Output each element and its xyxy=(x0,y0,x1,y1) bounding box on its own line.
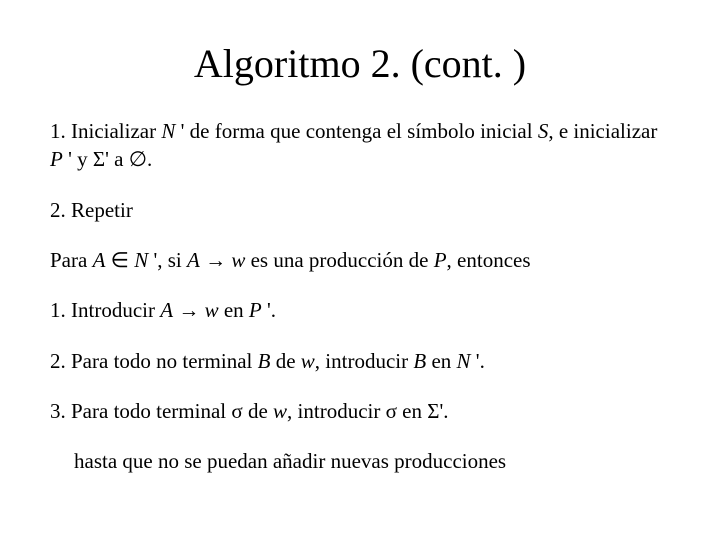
text: en xyxy=(426,349,456,373)
text: '. xyxy=(471,349,485,373)
text: ' de forma que contenga el símbolo inici… xyxy=(175,119,537,143)
var-P: P xyxy=(249,298,262,322)
text: → xyxy=(200,248,232,272)
var-N: N xyxy=(134,248,148,272)
var-w: w xyxy=(231,248,245,272)
step-1: 1. Inicializar N ' de forma que contenga… xyxy=(50,117,670,174)
var-P: P xyxy=(50,147,63,171)
text: 1. Inicializar xyxy=(50,119,161,143)
var-N: N xyxy=(161,119,175,143)
text: 1. Introducir xyxy=(50,298,160,322)
var-B: B xyxy=(413,349,426,373)
var-w: w xyxy=(273,399,287,423)
step-2: 2. Repetir xyxy=(50,196,670,224)
until-clause: hasta que no se puedan añadir nuevas pro… xyxy=(74,447,670,475)
text: → xyxy=(173,298,205,322)
slide: Algoritmo 2. (cont. ) 1. Inicializar N '… xyxy=(0,0,720,540)
var-A: A xyxy=(187,248,200,272)
substep-1: 1. Introducir A → w en P '. xyxy=(50,296,670,324)
var-N: N xyxy=(457,349,471,373)
var-A: A xyxy=(93,248,106,272)
text: '. xyxy=(262,298,276,322)
var-A: A xyxy=(160,298,173,322)
substep-2: 2. Para todo no terminal B de w, introdu… xyxy=(50,347,670,375)
text: , e inicializar xyxy=(548,119,657,143)
substep-3: 3. Para todo terminal σ de w, introducir… xyxy=(50,397,670,425)
text: ' y Σ' a ∅. xyxy=(63,147,152,171)
text: es una producción de xyxy=(245,248,433,272)
var-w: w xyxy=(205,298,219,322)
text: ', si xyxy=(148,248,187,272)
step-2-for: Para A ∈ N ', si A → w es una producción… xyxy=(50,246,670,274)
text: Para xyxy=(50,248,93,272)
text: 3. Para todo terminal σ de xyxy=(50,399,273,423)
var-w: w xyxy=(301,349,315,373)
text: , introducir xyxy=(315,349,414,373)
text: , introducir σ en Σ'. xyxy=(287,399,448,423)
text: , entonces xyxy=(447,248,531,272)
text: en xyxy=(219,298,249,322)
var-B: B xyxy=(258,349,271,373)
text: ∈ xyxy=(105,248,134,272)
var-S: S xyxy=(538,119,549,143)
text: de xyxy=(270,349,300,373)
slide-title: Algoritmo 2. (cont. ) xyxy=(50,40,670,87)
var-P: P xyxy=(434,248,447,272)
text: 2. Para todo no terminal xyxy=(50,349,258,373)
